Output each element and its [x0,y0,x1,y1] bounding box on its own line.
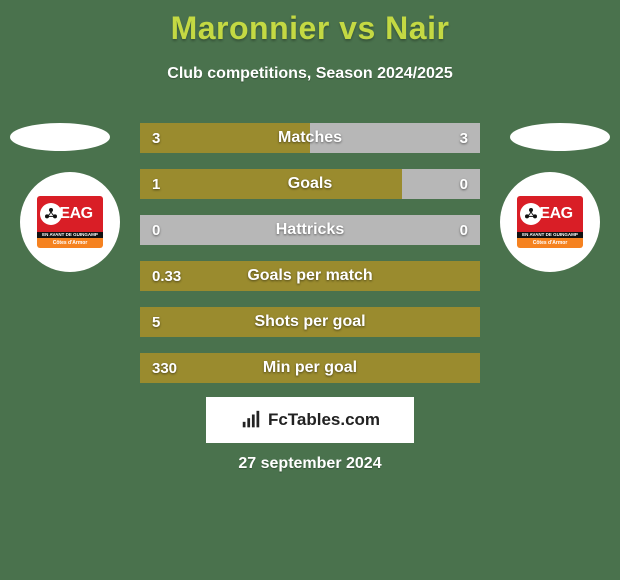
player-avatar-left [10,123,110,151]
badge-top: EAG [37,196,103,232]
stat-row: 00Hattricks [140,215,480,245]
footer-date: 27 september 2024 [0,455,620,473]
badge-short-right: EAG [539,205,572,223]
chart-icon [240,409,262,431]
stat-label: Goals per match [140,261,480,291]
stat-label: Shots per goal [140,307,480,337]
stat-label: Matches [140,123,480,153]
page-title: Maronnier vs Nair [0,10,620,47]
stat-row: 0.33Goals per match [140,261,480,291]
stat-row: 33Matches [140,123,480,153]
stat-label: Min per goal [140,353,480,383]
subtitle: Club competitions, Season 2024/2025 [0,65,620,83]
team-badge-right-inner: EAG EN AVANT DE GUINGAMP Côtes d'Armor [517,196,583,248]
stat-label: Hattricks [140,215,480,245]
comparison-bars: 33Matches 10Goals 00Hattricks 0.33Goals per… [140,123,480,399]
team-badge-left: EAG EN AVANT DE GUINGAMP Côtes d'Armor [20,172,120,272]
team-badge-left-inner: EAG EN AVANT DE GUINGAMP Côtes d'Armor [37,196,103,248]
badge-top: EAG [517,196,583,232]
team-badge-right: EAG EN AVANT DE GUINGAMP Côtes d'Armor [500,172,600,272]
stat-label: Goals [140,169,480,199]
stat-row: 330Min per goal [140,353,480,383]
stat-row: 5Shots per goal [140,307,480,337]
source-badge: FcTables.com [206,397,414,443]
badge-line2-right: Côtes d'Armor [517,238,583,248]
comparison-card: Maronnier vs Nair Club competitions, Sea… [0,0,620,580]
source-text: FcTables.com [268,410,380,430]
player-avatar-right [510,123,610,151]
badge-short-left: EAG [59,205,92,223]
badge-line2-left: Côtes d'Armor [37,238,103,248]
stat-row: 10Goals [140,169,480,199]
